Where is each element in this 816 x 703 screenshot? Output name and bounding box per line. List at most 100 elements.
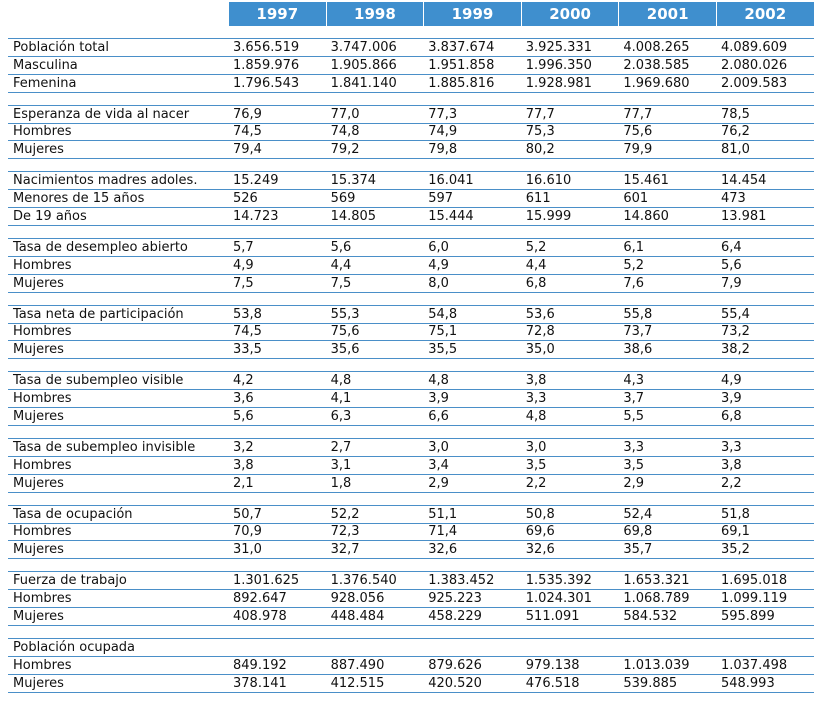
value-cell: 458.229 <box>428 609 482 625</box>
value-cell: 7,9 <box>720 275 742 291</box>
table-row: Mujeres 5,6 6,3 6,6 4,8 5,5 6,8 <box>8 408 814 427</box>
value-cell: 3.747.006 <box>330 39 397 55</box>
value-cell: 77,7 <box>623 106 653 122</box>
value-cell: 5,5 <box>623 409 645 425</box>
value-cell: 979.138 <box>525 657 580 673</box>
row-label: Hombres <box>13 457 72 473</box>
value-cell: 526 <box>233 191 258 207</box>
value-cell: 14.723 <box>233 209 279 225</box>
value-cell: 74,5 <box>233 324 262 340</box>
value-cell: 55,4 <box>720 306 750 322</box>
value-cell: 75,6 <box>623 124 653 140</box>
value-cell: 77,0 <box>330 106 360 122</box>
value-cell: 3.656.519 <box>233 39 300 55</box>
value-cell: 7,6 <box>623 275 645 291</box>
value-cell: 35,6 <box>330 342 360 358</box>
group-spacer <box>8 493 814 506</box>
value-cell: 15.999 <box>525 209 572 225</box>
value-cell: 412.515 <box>330 675 385 691</box>
row-label: Mujeres <box>13 475 64 491</box>
table-row: Tasa de subempleo invisible 3,2 2,7 3,0 3,0 3… <box>8 439 814 457</box>
value-cell: 15.444 <box>428 209 474 225</box>
table-row: Mujeres 378.141 412.515 420.520 476.518 539.8… <box>8 675 814 693</box>
value-cell: 3,8 <box>525 373 547 389</box>
value-cell: 1.928.981 <box>525 75 592 91</box>
value-cell: 76,9 <box>233 106 262 122</box>
value-cell: 1.653.321 <box>623 573 690 589</box>
value-cell: 15.374 <box>330 173 377 189</box>
value-cell: 4.089.609 <box>720 39 788 55</box>
row-label: Tasa de subempleo invisible <box>13 439 196 455</box>
value-cell: 2,9 <box>623 475 645 491</box>
value-cell: 5,2 <box>623 257 645 273</box>
value-cell: 4,9 <box>428 257 449 273</box>
value-cell: 1.969.680 <box>623 75 690 91</box>
value-cell: 601 <box>623 191 649 207</box>
value-cell: 51,8 <box>720 506 750 522</box>
value-cell: 81,0 <box>720 142 750 158</box>
value-cell: 4,9 <box>233 257 254 273</box>
value-cell: 3,5 <box>623 457 645 473</box>
row-label: Tasa neta de participación <box>13 306 184 322</box>
year-header: 1999 <box>423 2 521 26</box>
value-cell: 611 <box>525 191 551 207</box>
row-label: Hombres <box>13 391 72 407</box>
value-cell: 892.647 <box>233 591 287 607</box>
table-row: Mujeres 2,1 1,8 2,9 2,2 2,9 2,2 <box>8 475 814 493</box>
year-header: 2002 <box>715 2 814 26</box>
value-cell: 55,3 <box>330 306 360 322</box>
value-cell: 16.610 <box>525 173 572 189</box>
table-row: Esperanza de vida al nacer 76,9 77,0 77,3 77… <box>8 106 814 124</box>
table-row: Tasa de subempleo visible 4,2 4,8 4,8 3,8 4,3… <box>8 372 814 391</box>
value-cell: 6,8 <box>525 275 547 291</box>
row-label: Mujeres <box>13 275 64 291</box>
row-label: Población ocupada <box>13 639 136 655</box>
value-cell: 4,9 <box>720 373 742 389</box>
group-spacer <box>8 359 814 373</box>
value-cell: 6,4 <box>720 239 742 255</box>
value-cell: 2,7 <box>330 439 352 455</box>
value-cell: 72,3 <box>330 524 360 540</box>
value-cell: 1.905.866 <box>330 57 397 73</box>
table-row: Tasa de desempleo abierto 5,7 5,6 6,0 5,2 6,1… <box>8 239 814 257</box>
value-cell: 569 <box>330 191 356 207</box>
value-cell: 38,2 <box>720 342 750 358</box>
table-row: Mujeres 33,5 35,6 35,5 35,0 38,6 38,2 <box>8 341 814 360</box>
value-cell: 16.041 <box>428 173 474 189</box>
value-cell: 53,6 <box>525 306 555 322</box>
value-cell: 1.037.498 <box>720 657 788 673</box>
value-cell: 6,3 <box>330 409 352 425</box>
table-row: Fuerza de trabajo 1.301.625 1.376.540 1.383… <box>8 572 814 591</box>
value-cell: 3,8 <box>233 457 254 473</box>
value-cell: 73,2 <box>720 324 750 340</box>
row-label: Mujeres <box>13 342 64 358</box>
value-cell: 3,6 <box>233 391 254 407</box>
value-cell: 79,2 <box>330 142 360 158</box>
value-cell: 3,3 <box>720 439 742 455</box>
value-cell: 3,4 <box>428 457 449 473</box>
row-label: Mujeres <box>13 142 64 158</box>
table-row: Mujeres 79,4 79,2 79,8 80,2 79,9 81,0 <box>8 141 814 160</box>
value-cell: 50,8 <box>525 506 555 522</box>
value-cell: 79,9 <box>623 142 653 158</box>
value-cell: 849.192 <box>233 657 287 673</box>
value-cell: 6,1 <box>623 239 645 255</box>
value-cell: 4,1 <box>330 391 352 407</box>
value-cell: 473 <box>720 191 746 207</box>
table-row: Hombres 892.647 928.056 925.223 1.024.301 1.0… <box>8 590 814 609</box>
value-cell: 3,7 <box>623 391 645 407</box>
table-row: Femenina 1.796.543 1.841.140 1.885.816 1.928… <box>8 75 814 93</box>
value-cell: 75,1 <box>428 324 458 340</box>
table-row: Nacimientos madres adoles. 15.249 15.374 16… <box>8 172 814 191</box>
value-cell: 2.009.583 <box>720 75 788 91</box>
value-cell: 3,0 <box>428 439 449 455</box>
value-cell: 76,2 <box>720 124 750 140</box>
table-row: Mujeres 7,5 7,5 8,0 6,8 7,6 7,9 <box>8 275 814 293</box>
row-label: Mujeres <box>13 409 64 425</box>
value-cell: 5,2 <box>525 239 547 255</box>
value-cell: 1.841.140 <box>330 75 397 91</box>
row-label: Población total <box>13 39 109 55</box>
group-spacer <box>8 559 814 573</box>
value-cell: 35,7 <box>623 542 653 558</box>
value-cell: 4,2 <box>233 373 254 389</box>
